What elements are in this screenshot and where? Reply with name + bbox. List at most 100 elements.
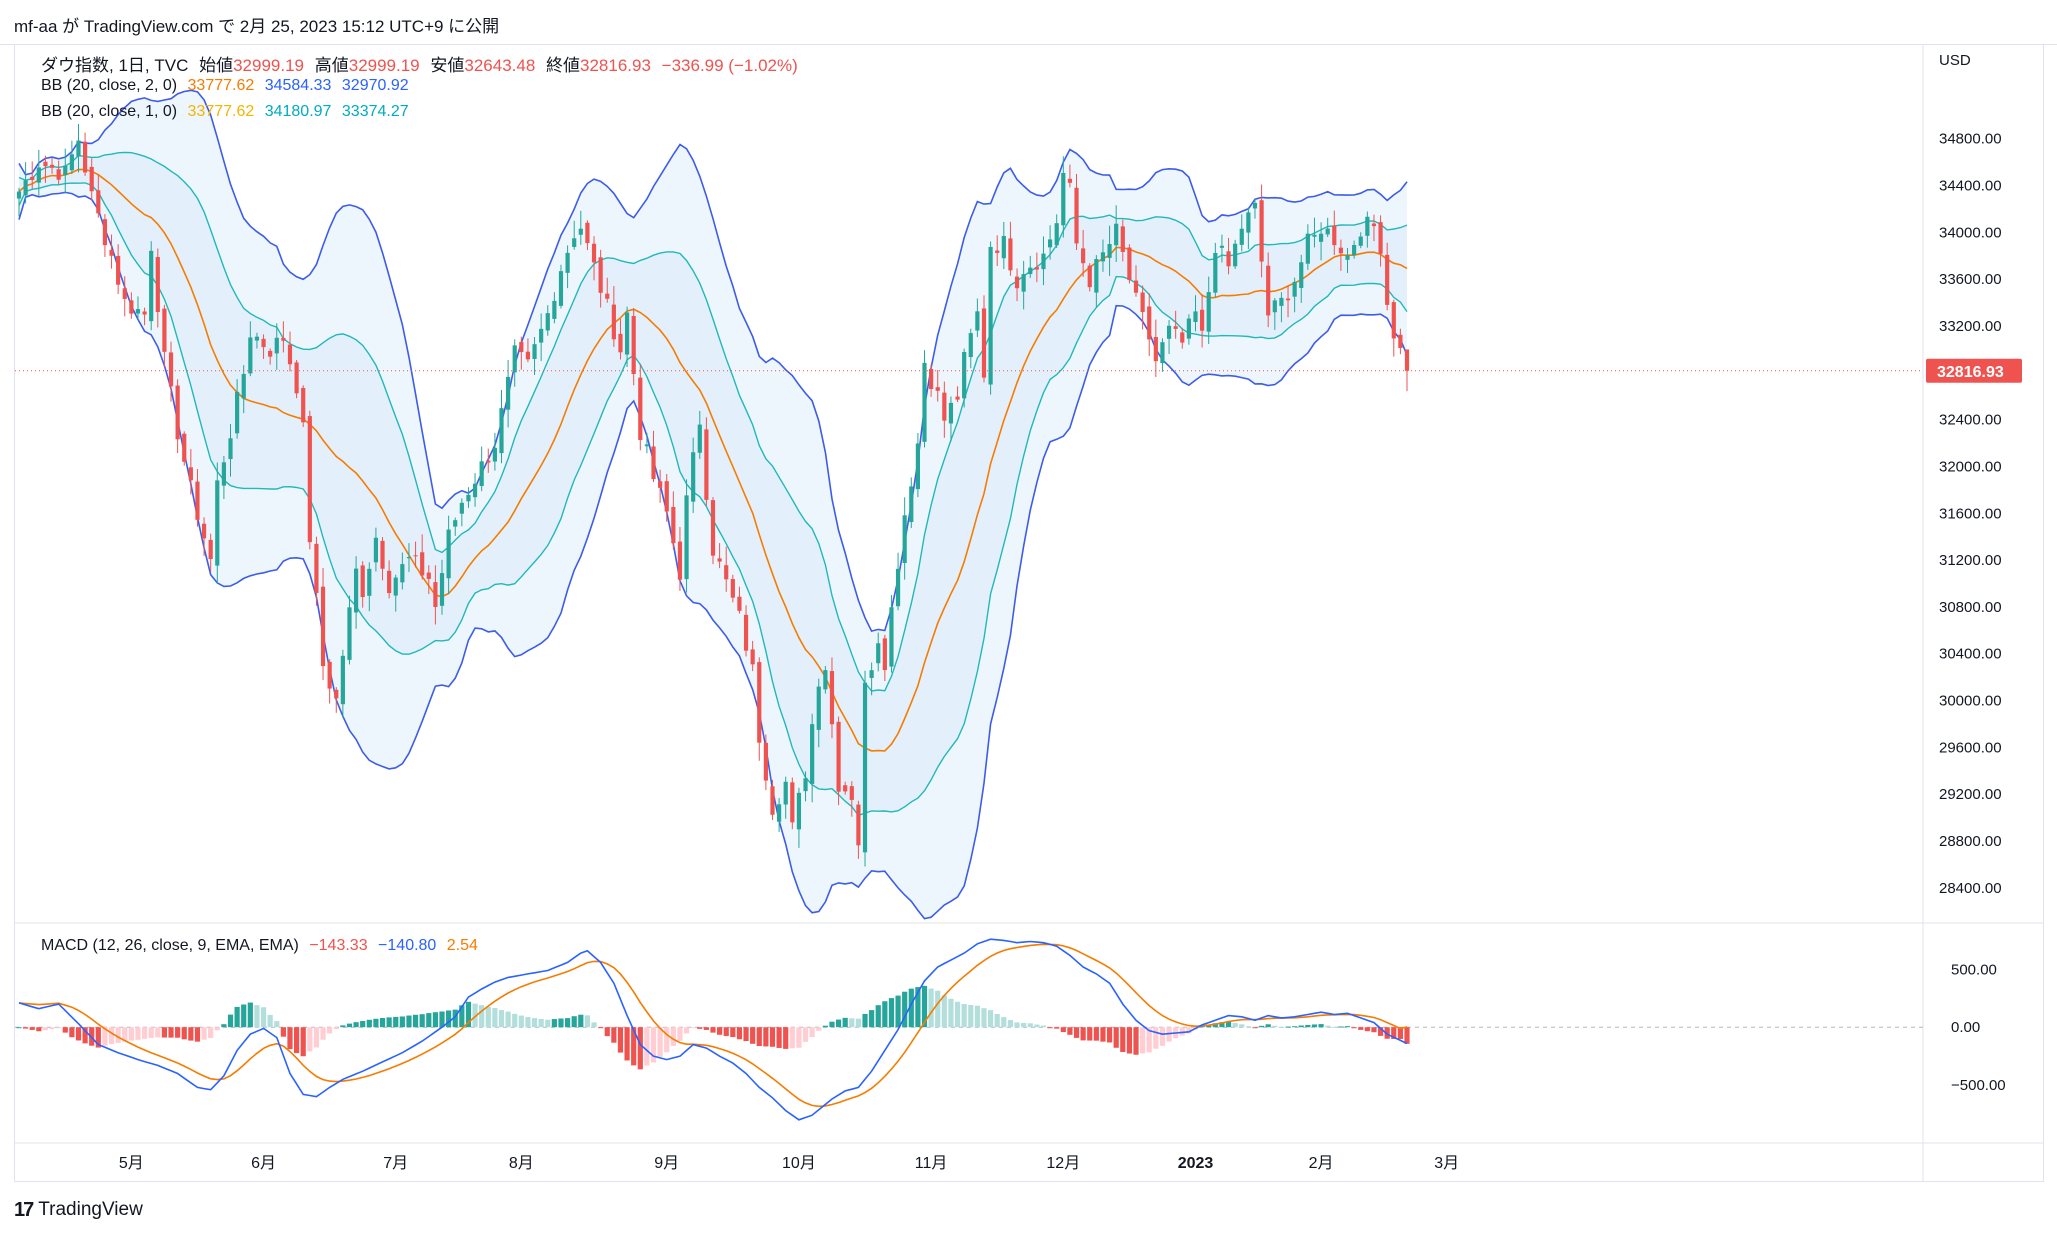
bb1-legend[interactable]: BB (20, close, 1, 0) 33777.62 34180.97 3… [41, 103, 415, 121]
macd-tick-label: −500.00 [1951, 1077, 2006, 1094]
candle-body [387, 570, 392, 594]
candle-body [591, 243, 597, 263]
macd-histogram-bar [300, 1027, 306, 1057]
candle-body [301, 387, 306, 423]
macd-histogram-bar [1272, 1025, 1278, 1028]
macd-label: MACD (12, 26, close, 9, EMA, EMA) [41, 937, 299, 954]
macd-histogram-bar [703, 1027, 709, 1030]
low-value: 32643.48 [464, 56, 536, 75]
candle-body [1266, 265, 1271, 316]
macd-histogram-bar [274, 1021, 280, 1028]
candle-body [849, 786, 854, 800]
chart-frame[interactable]: 34800.00 34400.00 34000.00 33600.00 33200.00… [14, 44, 2044, 1182]
candle-body [16, 191, 22, 199]
candle-body [63, 165, 68, 176]
candle-body [995, 250, 1000, 253]
macd-histogram-bar [446, 1010, 452, 1028]
price-tick-label: 34000.00 [1939, 224, 2002, 241]
candle-body [96, 190, 101, 214]
macd-histogram-bar [915, 987, 921, 1028]
macd-histogram-bar [1027, 1023, 1033, 1028]
macd-histogram-bar [882, 1001, 888, 1028]
macd-histogram-bar [346, 1023, 353, 1028]
candle-body [340, 655, 345, 705]
macd-histogram-bar [637, 1027, 643, 1070]
macd-line [18, 938, 1408, 1121]
tradingview-logo[interactable]: 17 [14, 1198, 34, 1221]
macd-histogram-bar [1265, 1024, 1271, 1028]
candle-body [743, 614, 749, 651]
candle-body [843, 785, 848, 792]
candle-body [644, 444, 650, 447]
candle-body [1021, 274, 1026, 292]
macd-histogram-bar [426, 1013, 432, 1028]
macd-histogram-bar [128, 1027, 134, 1041]
candle-body [43, 161, 48, 167]
candle-body [314, 543, 319, 593]
currency-label: USD [1939, 52, 1971, 69]
macd-histogram-bar [954, 1001, 961, 1028]
bb2-legend[interactable]: BB (20, close, 2, 0) 33777.62 34584.33 3… [41, 77, 415, 95]
macd-histogram-bar [1166, 1027, 1172, 1042]
candle-body [109, 249, 114, 256]
candle-body [664, 481, 669, 512]
macd-histogram-bar [254, 1005, 260, 1028]
candle-body [1292, 281, 1297, 297]
high-label: 高値 [314, 56, 349, 75]
candle-body [228, 438, 233, 460]
macd-histogram-bar [29, 1027, 35, 1030]
macd-histogram-bar [736, 1027, 743, 1040]
price-tick-label: 33600.00 [1939, 271, 2002, 288]
macd-histogram-bar [988, 1010, 994, 1028]
candle-body [175, 385, 180, 440]
candle-body [988, 246, 993, 385]
macd-histogram-bar [320, 1027, 326, 1040]
candle-body [618, 333, 623, 353]
macd-legend[interactable]: MACD (12, 26, close, 9, EMA, EMA) −143.3… [41, 937, 484, 955]
macd-histogram-bar [505, 1011, 511, 1028]
macd-histogram-bar [862, 1013, 868, 1028]
candle-body [413, 555, 418, 557]
candle-body [1047, 239, 1053, 248]
candle-body [479, 461, 484, 487]
change-value: −336.99 (−1.02%) [661, 56, 798, 75]
candle-body [1318, 233, 1324, 242]
time-tick-label: 2023 [1178, 1155, 1214, 1172]
candle-body [1345, 255, 1350, 260]
candle-body [981, 308, 987, 378]
macd-histogram-bar [571, 1016, 577, 1028]
candle-body [320, 586, 326, 667]
macd-histogram-bar [1219, 1022, 1225, 1028]
symbol-title: ダウ指数, 1日, TVC [41, 56, 189, 75]
price-tick-label: 31200.00 [1939, 552, 2002, 569]
bb2-upper: 34584.33 [264, 77, 332, 94]
price-tick-label: 28800.00 [1939, 833, 2002, 850]
candle-body [82, 141, 88, 173]
candle-body [836, 721, 841, 792]
candle-body [201, 523, 207, 539]
bb1-basis: 33777.62 [187, 103, 255, 120]
macd-histogram-bar [1060, 1027, 1066, 1033]
candle-body [922, 362, 927, 442]
candle-body [446, 529, 451, 579]
price-tick-label: 34800.00 [1939, 131, 2002, 148]
candle-body [129, 300, 134, 314]
candle-body [367, 568, 372, 596]
candle-body [697, 424, 702, 453]
candle-body [975, 311, 980, 331]
candle-body [49, 164, 55, 168]
macd-histogram-bar [155, 1027, 161, 1038]
candle-body [439, 573, 445, 606]
candle-body [116, 255, 121, 285]
candle-body [168, 352, 174, 387]
macd-histogram-bar [108, 1027, 115, 1045]
tradingview-brand[interactable]: TradingView [38, 1199, 143, 1220]
chart-canvas[interactable]: 34800.00 34400.00 34000.00 33600.00 33200.00… [15, 45, 2043, 1181]
candle-body [208, 539, 213, 560]
macd-histogram-bar [373, 1018, 379, 1028]
macd-histogram-bar [56, 1027, 62, 1029]
macd-histogram-bar [974, 1005, 980, 1028]
macd-histogram-bar [161, 1027, 168, 1038]
macd-histogram-bar [393, 1016, 399, 1028]
macd-histogram-bar [459, 1005, 465, 1028]
